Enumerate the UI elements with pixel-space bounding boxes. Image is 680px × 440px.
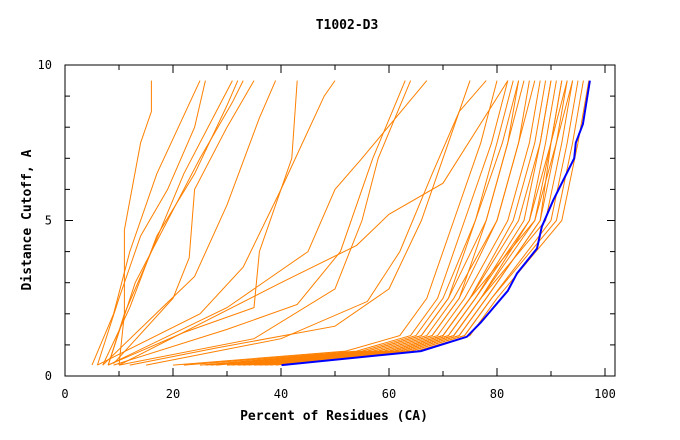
x-tick-label: 40	[274, 387, 288, 401]
model-curve-33	[253, 80, 574, 366]
chart-title: T1002-D3	[316, 18, 379, 33]
model-curve-13	[129, 80, 471, 366]
x-tick-label: 60	[382, 387, 396, 401]
y-tick-label: 5	[45, 214, 52, 228]
model-curve-35	[259, 80, 584, 366]
model-curve-9	[108, 80, 298, 366]
model-curve-36	[264, 80, 590, 366]
x-tick-label: 100	[594, 387, 616, 401]
model-curve-7	[113, 80, 255, 364]
model-curve-37	[237, 80, 520, 366]
model-curve-3	[96, 80, 206, 366]
curves	[91, 80, 591, 367]
model-curve-11	[113, 80, 406, 366]
y-tick-labels: 0 5 10	[38, 58, 52, 383]
x-axis-label: Percent of Residues (CA)	[240, 409, 428, 424]
y-tick-label: 10	[38, 58, 52, 72]
x-tick-labels: 0 20 40 60 80 100	[61, 387, 615, 401]
highlighted-model-curve	[281, 80, 591, 367]
model-curve-6	[107, 80, 244, 366]
model-curve-2	[91, 80, 201, 366]
model-curve-16	[118, 80, 509, 366]
x-tick-label: 80	[490, 387, 504, 401]
axis-ticks	[64, 64, 615, 377]
model-curve-22	[226, 80, 536, 366]
model-curve-17	[172, 80, 498, 366]
model-curve-10	[97, 80, 336, 366]
model-curve-25	[243, 80, 552, 366]
model-curve-8	[102, 80, 277, 366]
model-curve-4	[107, 80, 233, 366]
model-curve-15	[107, 80, 428, 366]
model-curve-18	[183, 80, 509, 366]
y-tick-label: 0	[45, 369, 52, 383]
model-curve-32	[226, 80, 574, 366]
plot-frame	[64, 64, 616, 377]
model-curve-14	[145, 80, 487, 366]
model-curve-38	[205, 80, 514, 366]
model-curve-31	[243, 80, 568, 366]
model-curve-1	[118, 80, 152, 366]
model-curve-5	[102, 80, 239, 366]
model-curve-21	[216, 80, 530, 366]
model-curve-12	[118, 80, 412, 366]
model-curve-28	[259, 80, 563, 366]
model-curve-23	[232, 80, 541, 366]
y-axis-label: Distance Cutoff, A	[20, 149, 35, 290]
x-tick-label: 0	[61, 387, 68, 401]
x-tick-label: 20	[166, 387, 180, 401]
